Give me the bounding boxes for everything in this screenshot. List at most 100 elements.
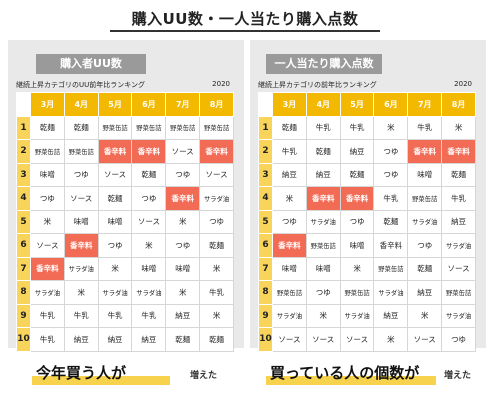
table-cell: 米	[373, 327, 409, 352]
table-cell: ソース	[199, 162, 234, 187]
rank-number: 5	[258, 209, 273, 234]
table-row: 3 納豆 納豆 乾麺 つゆ 味噌 乾麺	[258, 162, 476, 187]
table-cell: 味噌	[30, 162, 65, 187]
table-cell: 乾麺	[131, 162, 167, 187]
caption-left: 今年買う人が 増えた	[28, 360, 228, 390]
table-cell: サラダ油	[131, 280, 167, 305]
table-row: 4 米香辛料 香辛料 牛乳 野菜缶詰 牛乳	[258, 186, 476, 211]
caption-right: 買っている人の個数が 増えた	[262, 360, 482, 390]
table-cell: 乾麺	[165, 327, 201, 352]
table-row: 9 サラダ油米サラダ油 納豆米サラダ油	[258, 303, 476, 328]
highlighted-cell: 香辛料	[441, 139, 476, 164]
table-cell: サラダ油	[63, 256, 99, 281]
month-header: 6月	[131, 92, 167, 117]
table-cell: 牛乳	[30, 303, 65, 328]
table-cell: 米	[272, 186, 307, 211]
table-cell: 乾麺	[199, 233, 234, 258]
highlighted-cell: 香辛料	[199, 139, 234, 164]
panel-badge: 一人当たり購入点数	[266, 54, 382, 74]
table-cell: つゆ	[199, 209, 234, 234]
rank-number: 2	[258, 139, 273, 164]
table-cell: 米	[97, 256, 133, 281]
table-row: 10 牛乳 納豆 納豆 納豆 乾麺 乾麺	[16, 327, 234, 352]
table-row: 8 野菜缶詰 つゆ 野菜缶詰 サラダ油 納豆 野菜缶詰	[258, 280, 476, 305]
table-cell: 乾麺	[63, 115, 99, 140]
table-cell: つゆ	[165, 162, 201, 187]
rank-number: 3	[258, 162, 273, 187]
table-row: 8 サラダ油米サラダ油 サラダ油米牛乳	[16, 280, 234, 305]
table-cell: 牛乳	[441, 186, 476, 211]
table-cell: 野菜缶詰	[131, 115, 167, 140]
table-cell: 野菜缶詰	[339, 280, 375, 305]
month-header: 3月	[272, 92, 307, 117]
table-cell: 納豆	[305, 162, 341, 187]
table-cell: 味噌	[165, 256, 201, 281]
table-cell: 味噌	[272, 256, 307, 281]
table-cell: サラダ油	[272, 303, 307, 328]
table-cell: 味噌	[131, 256, 167, 281]
rank-number: 6	[258, 233, 273, 258]
table-cell: つゆ	[272, 209, 307, 234]
highlighted-cell: 香辛料	[97, 139, 133, 164]
table-cell: 牛乳	[30, 327, 65, 352]
table-cell: つゆ	[97, 233, 133, 258]
panel-year: 2020	[212, 80, 230, 88]
table-cell: サラダ油	[441, 233, 476, 258]
highlighted-cell: 香辛料	[272, 233, 307, 258]
corner-cell	[16, 92, 31, 117]
table-cell: 米	[373, 115, 409, 140]
table-cell: つゆ	[407, 233, 443, 258]
table-cell: 米	[30, 209, 65, 234]
table-cell: 乾麺	[199, 327, 234, 352]
table-cell: サラダ油	[97, 280, 133, 305]
highlighted-cell: 香辛料	[407, 139, 443, 164]
table-cell: ソース	[30, 233, 65, 258]
table-cell: 納豆	[97, 327, 133, 352]
table-cell: 納豆	[407, 280, 443, 305]
rank-number: 2	[16, 139, 31, 164]
table-cell: つゆ	[441, 327, 476, 352]
table-cell: 牛乳	[63, 303, 99, 328]
table-row: 3 味噌 つゆ ソース 乾麺 つゆ ソース	[16, 162, 234, 187]
table-cell: 米	[63, 280, 99, 305]
rank-number: 9	[16, 303, 31, 328]
table-cell: つゆ	[373, 162, 409, 187]
rank-number: 10	[16, 327, 31, 352]
ranking-table: 3月 4月 5月 6月 7月 8月 1 乾麺 牛乳 牛乳米牛乳米 2 牛乳 乾麺 納豆 つゆ 香辛料 香辛料 3 納…	[258, 92, 476, 352]
table-row: 7 香辛料 サラダ油米味噌 味噌米	[16, 256, 234, 281]
table-cell: 牛乳	[97, 303, 133, 328]
table-cell: 乾麺	[30, 115, 65, 140]
rank-number: 6	[16, 233, 31, 258]
rank-number: 7	[258, 256, 273, 281]
table-cell: 牛乳	[199, 280, 234, 305]
table-cell: 野菜缶詰	[407, 186, 443, 211]
table-cell: つゆ	[165, 233, 201, 258]
table-cell: 香辛料	[373, 233, 409, 258]
table-cell: 野菜缶詰	[441, 280, 476, 305]
table-cell: 野菜缶詰	[305, 233, 341, 258]
header-row: 3月 4月 5月 6月 7月 8月	[258, 92, 476, 117]
panel-badge: 購入者UU数	[36, 54, 146, 74]
table-row: 2 牛乳 乾麺 納豆 つゆ 香辛料 香辛料	[258, 139, 476, 164]
table-cell: 牛乳	[407, 115, 443, 140]
table-cell: 米	[305, 303, 341, 328]
table-row: 6 香辛料 野菜缶詰 味噌 香辛料 つゆ サラダ油	[258, 233, 476, 258]
table-cell: サラダ油	[339, 303, 375, 328]
table-cell: 牛乳	[272, 139, 307, 164]
ranking-table: 3月 4月 5月 6月 7月 8月 1 乾麺 乾麺 野菜缶詰 野菜缶詰 野菜缶詰 野菜缶詰 2 野菜缶詰 野菜…	[16, 92, 234, 352]
rank-number: 1	[16, 115, 31, 140]
caption-sub-text: 増えた	[444, 371, 472, 381]
table-cell: つゆ	[339, 209, 375, 234]
table-cell: 野菜缶詰	[30, 139, 65, 164]
table-cell: 米	[407, 303, 443, 328]
table-cell: 乾麺	[272, 115, 307, 140]
table-cell: 納豆	[441, 209, 476, 234]
highlighted-cell: 香辛料	[131, 139, 167, 164]
month-header: 6月	[373, 92, 409, 117]
table-row: 9 牛乳 牛乳 牛乳 牛乳 納豆米	[16, 303, 234, 328]
highlighted-cell: 香辛料	[339, 186, 375, 211]
panel-purchaser-uu: 購入者UU数 継続上昇カテゴリのUU前年比ランキング 2020 3月 4月 5月 6月…	[8, 40, 244, 352]
table-cell: 乾麺	[407, 256, 443, 281]
table-cell: ソース	[272, 327, 307, 352]
rank-number: 8	[258, 280, 273, 305]
